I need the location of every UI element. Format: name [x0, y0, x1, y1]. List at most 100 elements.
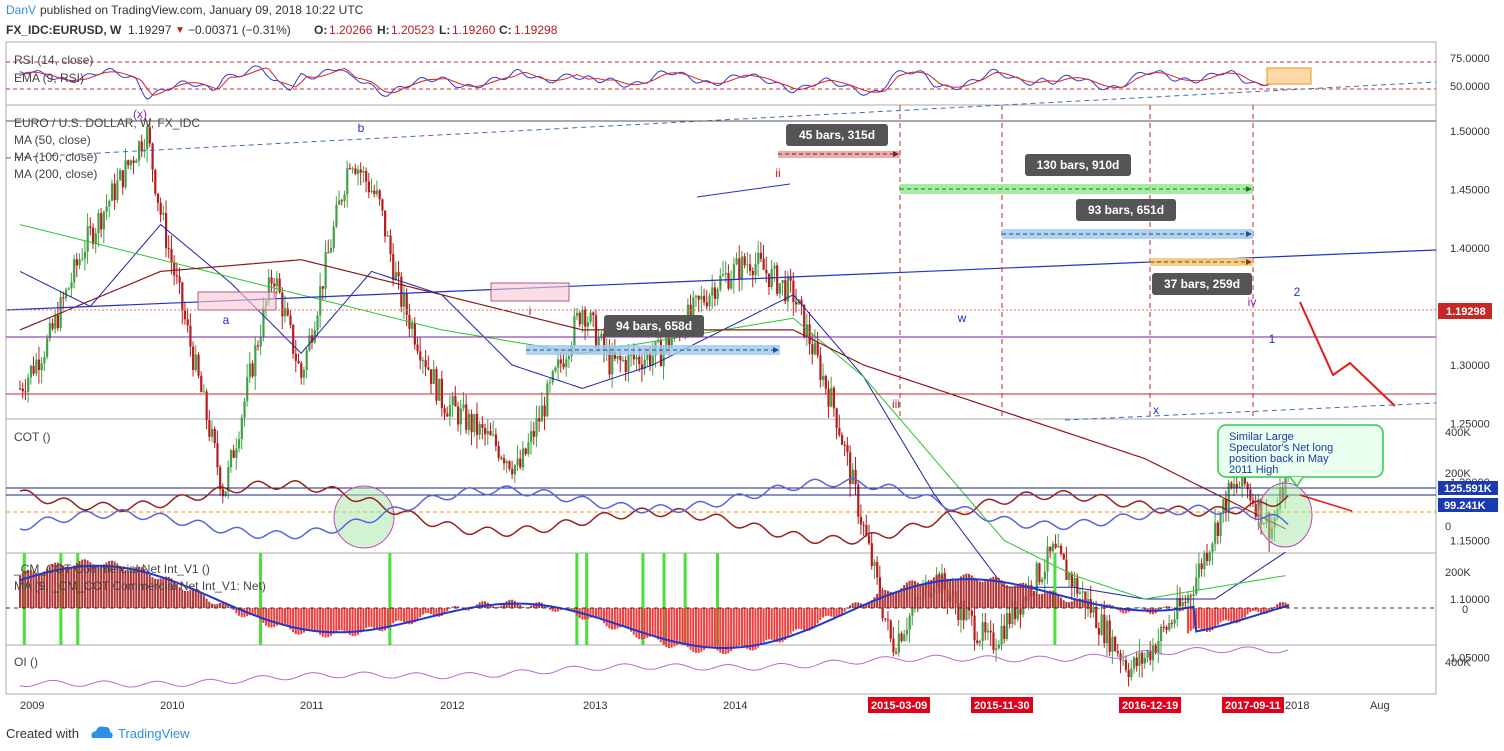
candle-body	[1132, 657, 1136, 669]
cm-hist-bar	[803, 608, 806, 631]
cm-hist-bar	[738, 608, 741, 646]
tradingview-link[interactable]: TradingView	[118, 726, 190, 741]
ma50-legend: MA (50, close)	[14, 133, 91, 147]
candle-body	[1200, 563, 1203, 570]
cm-hist-bar	[394, 608, 397, 622]
cm-hist-bar	[378, 608, 381, 632]
candle-body	[1214, 522, 1217, 544]
cm-hist-bar	[997, 577, 1000, 608]
oi-legend: OI ()	[14, 655, 38, 669]
cm-hist-bar	[919, 583, 922, 608]
candle-body	[1130, 668, 1133, 678]
candle-body	[1095, 607, 1098, 629]
cm-hist-bar	[849, 605, 852, 608]
range-bar-94	[526, 345, 780, 355]
candle-body	[1149, 650, 1152, 661]
cm-hist-bar	[275, 608, 278, 626]
chart-canvas[interactable]: RSI (14, close) EMA (9, RSI) 75.0000 50.…	[0, 40, 1504, 714]
cm-hist-bar	[432, 608, 435, 616]
candle-body	[868, 535, 871, 544]
candle-body	[905, 629, 909, 635]
cm-hist-bar	[78, 560, 81, 608]
cm-hist-bar	[135, 567, 138, 608]
cm-hist-bar	[586, 608, 589, 620]
cm-hist-bar	[429, 608, 432, 614]
candle-body	[1073, 578, 1076, 587]
cm-hist-bar	[889, 591, 892, 608]
cm-hist-bar	[676, 608, 679, 645]
cm-hist-bar	[43, 571, 46, 608]
symbol-name[interactable]: FX_IDC:EURUSD, W	[6, 23, 122, 37]
candle-body	[300, 363, 303, 378]
candle-body	[1127, 669, 1130, 678]
candle-body	[170, 248, 173, 263]
cm-hist-bar	[694, 608, 697, 654]
tradingview-logo-icon[interactable]	[88, 724, 114, 743]
candle-body	[1043, 571, 1046, 580]
cm-hist-bar	[229, 606, 232, 608]
cm-hist-bar	[713, 608, 716, 649]
cm-hist-bar	[765, 608, 768, 641]
candle-body	[805, 324, 809, 337]
cm-hist-bar	[630, 608, 633, 632]
cm-hist-bar	[646, 608, 649, 638]
candle-body	[19, 388, 22, 390]
candle-body	[713, 287, 717, 299]
cm-hist-bar	[878, 591, 881, 608]
svg-text:2015-03-09: 2015-03-09	[871, 700, 927, 712]
lower-trend-dashed	[1064, 402, 1437, 421]
candle-body	[400, 276, 403, 307]
candle-body	[29, 365, 33, 378]
cm-hist-bar	[392, 608, 395, 624]
cm-hist-bar	[156, 579, 159, 608]
cm-ma-line	[19, 564, 1289, 649]
candle-body	[313, 330, 316, 343]
candle-body	[351, 168, 354, 170]
cm-hist-bar	[1065, 601, 1068, 608]
candle-body	[435, 369, 438, 401]
candle-body	[327, 252, 330, 254]
candle-body	[386, 235, 389, 237]
candle-body	[878, 577, 882, 601]
candle-body	[21, 388, 24, 392]
candle-body	[876, 561, 879, 578]
cm-hist-bar	[705, 608, 708, 649]
candle-body	[732, 264, 736, 281]
cm-hist-bar	[719, 608, 722, 653]
candle-body	[586, 321, 590, 327]
candle-body	[908, 615, 911, 630]
cm-hist-bar	[113, 561, 116, 608]
cm-hist-bar	[1011, 586, 1014, 608]
candle-body	[578, 312, 581, 325]
candle-body	[1138, 652, 1141, 667]
candle-body	[1197, 563, 1201, 578]
candle-body	[254, 345, 257, 377]
cm-hist-bar	[673, 608, 676, 647]
cm-hist-bar	[1081, 599, 1084, 608]
candle-body	[667, 337, 671, 348]
cm-hist-bar	[830, 608, 833, 617]
cm-hist-bar	[670, 608, 673, 648]
cm-hist-bar	[40, 572, 43, 608]
candle-body	[248, 363, 252, 378]
candle-body	[1076, 578, 1079, 594]
candle-body	[381, 199, 384, 211]
cot-spec-badge: 125.591K	[1444, 483, 1492, 495]
cm-hist-bar	[354, 608, 357, 637]
candle-body	[516, 458, 519, 466]
cm-hist-bar	[892, 592, 895, 608]
year-2014: 2014	[723, 700, 747, 712]
cm-hist-bar	[813, 608, 816, 627]
cm-hist-bar	[1197, 608, 1200, 629]
author-link[interactable]: DanV	[6, 3, 37, 17]
candle-body	[1246, 483, 1249, 490]
cm-hist-bar	[976, 579, 979, 608]
candle-body	[554, 367, 557, 372]
cm-hist-bar	[968, 573, 971, 608]
cm-hist-bar	[1022, 582, 1025, 608]
cm-hist-bar	[105, 562, 108, 608]
rsi-ema-line	[19, 67, 1289, 96]
candle-body	[108, 200, 111, 207]
cot-speculator-line	[19, 477, 1289, 540]
cm-hist-bar	[1073, 600, 1076, 608]
